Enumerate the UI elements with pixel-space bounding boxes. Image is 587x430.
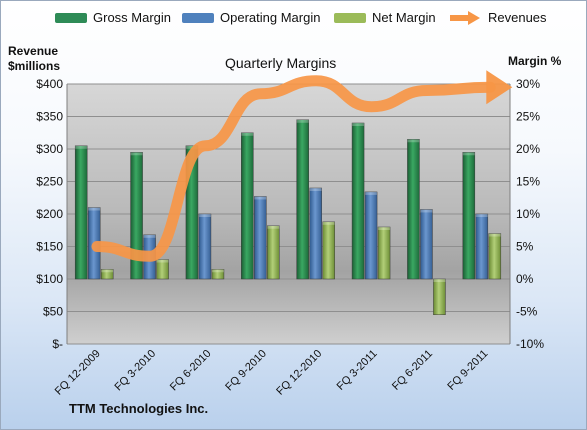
left-axis-title-line: $millions [8, 59, 61, 73]
bar-highlight [198, 214, 211, 217]
bar-highlight [322, 221, 335, 225]
bar-highlight [475, 214, 488, 217]
bar-highlight [462, 152, 475, 156]
legend-label: Operating Margin [220, 10, 321, 25]
bar-net-margin [322, 221, 335, 280]
company-name: TTM Technologies Inc. [69, 401, 209, 416]
right-tick-label: 5% [516, 240, 534, 254]
left-tick-label: $- [52, 337, 63, 351]
bar-highlight [420, 209, 433, 213]
bar-highlight [267, 225, 280, 229]
bar-net-margin [211, 269, 225, 280]
left-tick-label: $300 [36, 142, 63, 156]
x-tick-label: FQ 3-2011 [335, 348, 380, 393]
bar-highlight [488, 233, 501, 237]
bar-highlight [309, 188, 322, 191]
bar-operating-margin [309, 187, 322, 280]
x-tick-label: FQ 6-2011 [390, 348, 435, 393]
bar-operating-margin [198, 213, 212, 280]
right-tick-label: 20% [516, 142, 540, 156]
x-tick-label: FQ 9-2010 [223, 348, 269, 394]
left-tick-label: $150 [36, 240, 63, 254]
bar-highlight [296, 119, 309, 123]
left-tick-label: $50 [43, 305, 63, 319]
right-tick-label: 25% [516, 110, 540, 124]
bar-gross-margin [130, 152, 143, 280]
right-tick-label: 15% [516, 175, 540, 189]
left-axis-ticks: $- $50 $100 $150 $200 $250 $300 $350 $400 [36, 77, 63, 351]
legend: Gross Margin Operating Margin Net Margin… [0, 6, 587, 30]
bar-highlight [143, 234, 156, 238]
bar-highlight [101, 269, 114, 273]
bar-operating-margin [364, 191, 378, 280]
legend-swatch-gross-margin [55, 13, 87, 23]
bar-gross-margin [351, 122, 365, 280]
legend-swatch-net-margin [334, 13, 366, 23]
bar-highlight [365, 191, 378, 195]
bar-gross-margin [462, 152, 476, 280]
legend-label: Revenues [488, 10, 547, 25]
bar-highlight [75, 145, 88, 149]
bar-highlight [254, 196, 267, 200]
x-axis-ticks: FQ 12-2009 FQ 3-2010 FQ 6-2010 FQ 9-2010 FQ … [53, 348, 491, 398]
revenue-line-group [91, 70, 513, 262]
bar-net-margin [433, 278, 446, 315]
x-tick-label: FQ 6-2010 [168, 348, 214, 394]
left-tick-label: $400 [36, 77, 63, 91]
left-tick-label: $200 [36, 207, 63, 221]
bar-highlight [378, 227, 391, 230]
right-tick-label: -10% [516, 337, 544, 351]
legend-arrow-icon [450, 11, 480, 25]
revenue-arrowhead [486, 70, 513, 105]
bar-highlight [433, 279, 446, 282]
right-axis-title: Margin % [508, 54, 562, 68]
bar-net-margin [267, 225, 280, 280]
legend-swatch-operating-margin [182, 13, 214, 23]
bar-highlight [352, 123, 365, 126]
bar-gross-margin [74, 145, 88, 280]
bar-highlight [241, 132, 254, 136]
bar-net-margin [377, 226, 391, 280]
bar-gross-margin [407, 139, 420, 280]
bar-net-margin [100, 269, 114, 280]
bar-gross-margin [296, 119, 309, 280]
bar-highlight [407, 139, 420, 143]
bar-highlight [211, 269, 224, 273]
bar-operating-margin [254, 196, 267, 280]
bar-operating-margin [420, 209, 433, 280]
left-axis-title: Revenue $millions [8, 44, 60, 74]
x-tick-label: FQ 12-2009 [53, 348, 103, 398]
bar-highlight [156, 259, 169, 263]
bar-net-margin [488, 233, 502, 280]
right-tick-label: 30% [516, 77, 540, 91]
x-tick-label: FQ 12-2010 [274, 348, 324, 398]
bar-gross-margin [241, 132, 254, 280]
left-tick-label: $350 [36, 110, 63, 124]
bar-net-margin [156, 259, 169, 280]
left-tick-label: $100 [36, 272, 63, 286]
revenue-line [91, 75, 496, 262]
bar-highlight [130, 152, 143, 156]
bar-operating-margin [475, 213, 489, 280]
left-tick-label: $250 [36, 175, 63, 189]
right-tick-label: 0% [516, 272, 534, 286]
left-axis-title-line: Revenue [8, 44, 59, 58]
legend-label: Gross Margin [93, 10, 172, 25]
legend-label: Net Margin [372, 10, 436, 25]
right-tick-label: 10% [516, 207, 540, 221]
x-tick-label: FQ 9-2011 [445, 348, 490, 393]
x-tick-label: FQ 3-2010 [113, 348, 159, 394]
right-axis-ticks: -10% -5% 0% 5% 10% 15% 20% 25% 30% [516, 77, 544, 351]
chart-title: Quarterly Margins [225, 55, 337, 71]
right-tick-label: -5% [516, 305, 538, 319]
bar-highlight [88, 207, 101, 211]
